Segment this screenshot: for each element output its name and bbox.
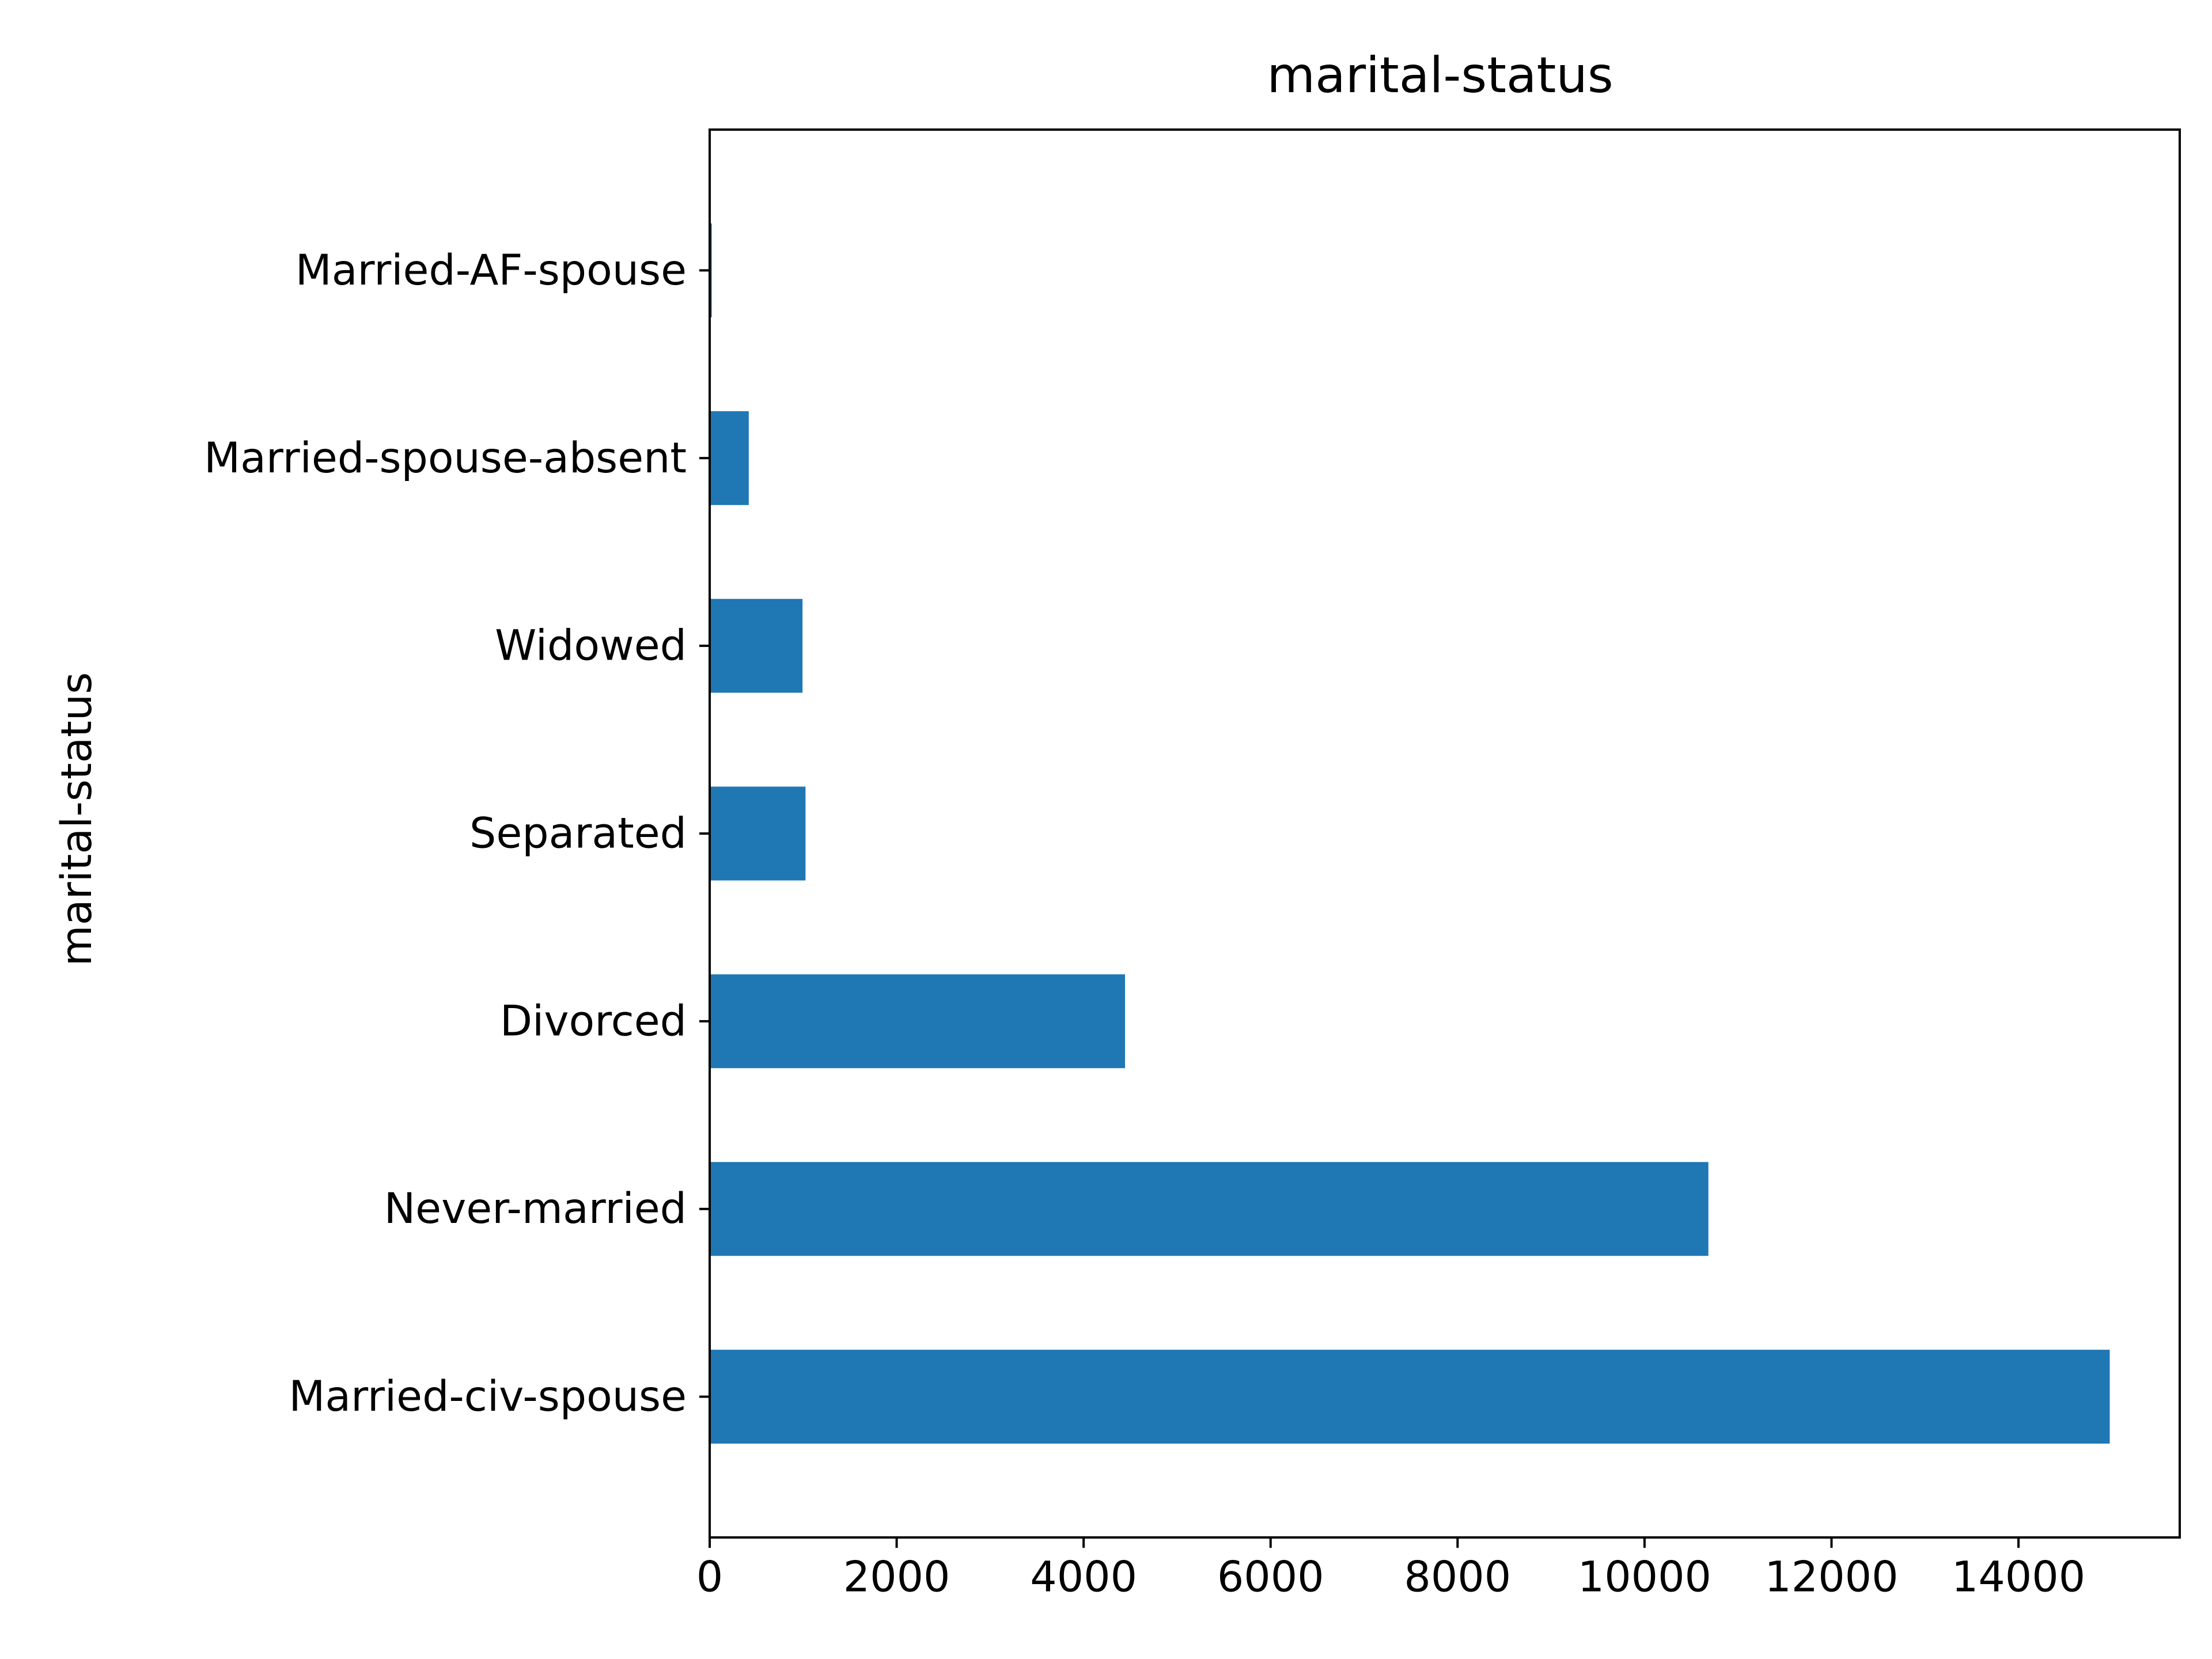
bars-layer	[710, 223, 2110, 1444]
y-tick-label: Married-spouse-absent	[204, 434, 687, 483]
bar-widowed	[710, 599, 803, 693]
x-ticks-layer: 0 2000 4000 6000 8000 10000 12000 14000	[696, 1537, 2085, 1602]
bar-separated	[710, 786, 806, 881]
x-tick-label: 2000	[843, 1553, 950, 1602]
y-tick-label: Never-married	[384, 1184, 687, 1233]
y-tick-label: Married-AF-spouse	[296, 246, 687, 295]
x-tick-label: 10000	[1578, 1553, 1711, 1602]
plot-frame	[709, 128, 2181, 1539]
chart-title: marital-status	[1267, 47, 1613, 104]
bar-never-married	[710, 1162, 1709, 1256]
x-tick-label: 0	[696, 1553, 723, 1602]
y-tick-label: Separated	[469, 809, 687, 858]
y-ticks-layer: Married-civ-spouse Never-married Divorced S…	[204, 246, 710, 1421]
x-tick-label: 6000	[1217, 1553, 1324, 1602]
y-tick-label: Married-civ-spouse	[289, 1372, 687, 1421]
y-axis-label: marital-status	[52, 672, 101, 966]
bar-married-spouse-absent	[710, 411, 749, 505]
x-tick-label: 14000	[1952, 1553, 2085, 1602]
y-tick-label: Widowed	[495, 622, 687, 671]
bar-married-civ-spouse	[710, 1350, 2110, 1444]
x-tick-label: 8000	[1404, 1553, 1511, 1602]
y-tick-label: Divorced	[500, 997, 687, 1046]
x-tick-label: 12000	[1764, 1553, 1898, 1602]
bar-divorced	[710, 974, 1126, 1069]
x-tick-label: 4000	[1030, 1553, 1137, 1602]
